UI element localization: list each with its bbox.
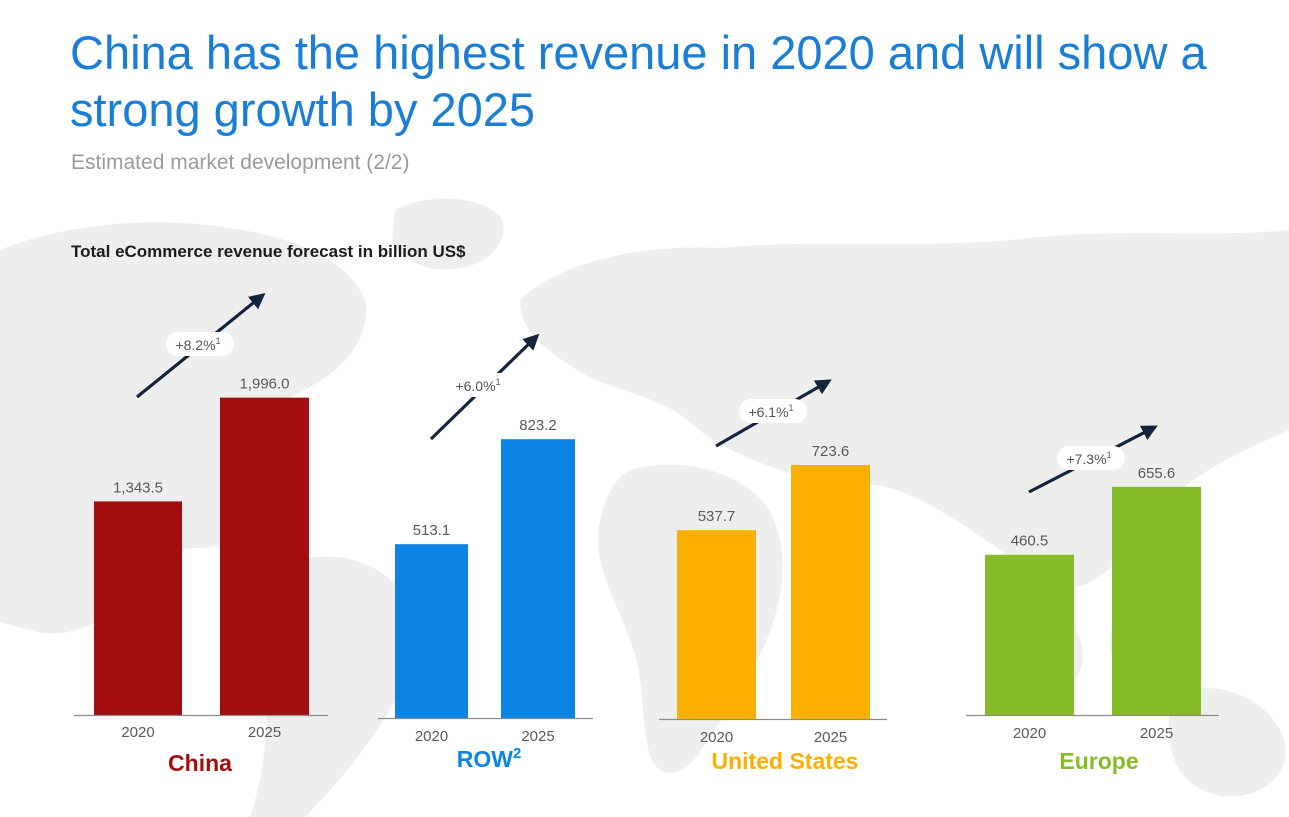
united-states-tick-label-2020: 2020	[700, 729, 733, 746]
europe-value-label-2020: 460.5	[1011, 533, 1049, 550]
europe-tick-label-2020: 2020	[1013, 725, 1046, 742]
china-growth-label-background	[166, 332, 234, 356]
united-states-value-label-2025: 723.6	[812, 443, 850, 460]
page-title: China has the highest revenue in 2020 an…	[70, 26, 1207, 136]
china-tick-label-2020: 2020	[121, 724, 154, 741]
row-growth-label: +6.0%1	[455, 377, 500, 394]
united-states-region-label: United States	[712, 748, 859, 774]
europe-value-label-2025: 655.6	[1138, 465, 1176, 482]
chart-title: Total eCommerce revenue forecast in bill…	[71, 242, 466, 261]
united-states-growth-label-background	[739, 399, 807, 423]
row-tick-label-2025: 2025	[521, 728, 554, 745]
row-bar-2025	[501, 439, 575, 718]
china-bar-2025	[220, 397, 309, 715]
europe-bar-2025	[1112, 486, 1201, 715]
united-states-bar-2025	[791, 464, 870, 719]
europe-bar-2020	[985, 554, 1074, 715]
row-tick-label-2020: 2020	[415, 728, 448, 745]
row-bar-2020	[395, 544, 468, 718]
china-region-label: China	[168, 750, 232, 776]
united-states-growth-label: +6.1%1	[748, 403, 793, 420]
row-value-label-2020: 513.1	[413, 522, 451, 539]
row-value-label-2025: 823.2	[519, 417, 557, 434]
united-states-bar-2020	[677, 530, 756, 719]
united-states-value-label-2020: 537.7	[698, 508, 736, 525]
row-growth-label-background	[446, 373, 514, 397]
united-states-tick-label-2025: 2025	[814, 729, 847, 746]
europe-growth-label-background	[1057, 446, 1125, 470]
china-growth-label: +8.2%1	[175, 336, 220, 353]
europe-growth-label: +7.3%1	[1066, 450, 1111, 467]
china-tick-label-2025: 2025	[248, 724, 281, 741]
row-region-label: ROW2	[457, 745, 522, 772]
china-value-label-2025: 1,996.0	[239, 376, 289, 393]
europe-tick-label-2025: 2025	[1140, 725, 1173, 742]
europe-region-label: Europe	[1059, 748, 1138, 774]
china-value-label-2020: 1,343.5	[113, 479, 163, 496]
page-subtitle: Estimated market development (2/2)	[71, 151, 410, 174]
china-bar-2020	[94, 501, 182, 715]
